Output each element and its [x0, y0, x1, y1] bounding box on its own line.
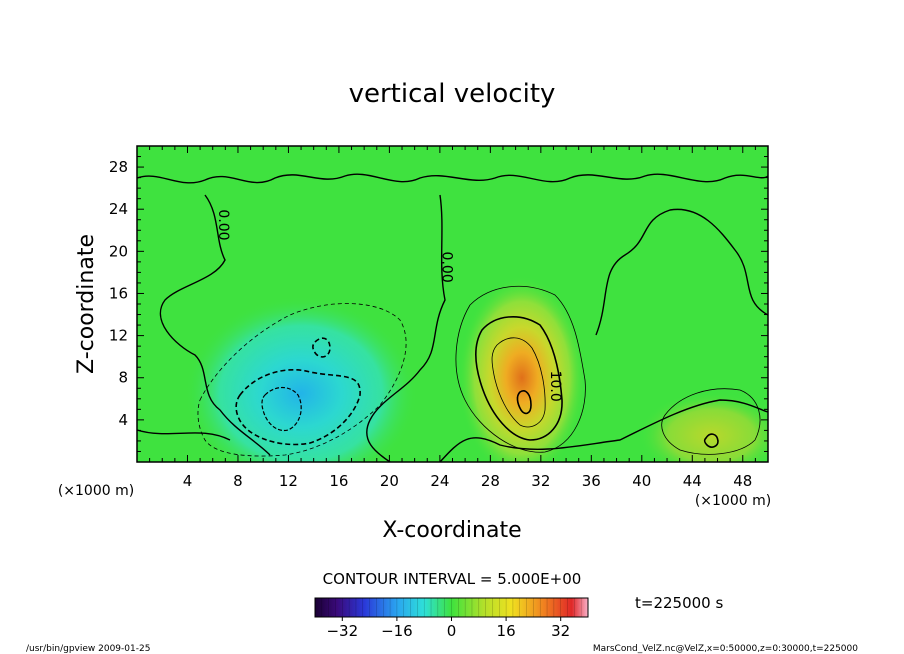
x-unit-right: (×1000 m)	[695, 493, 771, 509]
x-axis-label: X-coordinate	[382, 518, 521, 543]
x-tick-label: 16	[329, 472, 348, 490]
contour-label: 0.00	[438, 252, 454, 283]
x-tick-label: 4	[183, 472, 193, 490]
footer-right: MarsCond_VelZ.nc@VelZ,x=0:50000,z=0:3000…	[593, 644, 858, 654]
x-tick-label: 40	[632, 472, 651, 490]
x-unit-left: (×1000 m)	[58, 483, 134, 499]
y-tick-label: 4	[118, 411, 128, 429]
contour-interval-text: CONTOUR INTERVAL = 5.000E+00	[323, 570, 582, 588]
y-tick-label: 24	[109, 200, 128, 218]
y-tick-label: 16	[109, 284, 128, 302]
colorbar-tick-label: 16	[497, 622, 516, 640]
x-tick-label: 20	[380, 472, 399, 490]
contour-pos-20	[516, 390, 532, 415]
contour-label: 0.00	[215, 209, 231, 240]
contour-zero-top	[137, 173, 768, 184]
x-tick-label: 8	[233, 472, 243, 490]
colorbar-tick-label: 0	[447, 622, 457, 640]
contour-zero-right	[595, 208, 768, 336]
colorbar-tick-label: −16	[381, 622, 413, 640]
y-tick-label: 8	[118, 369, 128, 387]
contour-zero-lower	[137, 399, 768, 462]
field-feature-positive	[638, 392, 768, 462]
contour-neg-10	[235, 368, 361, 446]
chart-title: vertical velocity	[349, 79, 556, 109]
x-tick-label: 44	[683, 472, 702, 490]
contour-neg-5	[197, 303, 407, 457]
colorbar-tick-label: −32	[326, 622, 358, 640]
contour-neg-small	[312, 337, 331, 358]
plot-area: 0.00 0.00 10.0	[137, 146, 768, 462]
y-tick-label: 20	[109, 242, 128, 260]
footer-left: /usr/bin/gpview 2009-01-25	[26, 644, 150, 654]
x-tick-label: 48	[733, 472, 752, 490]
contour-label: 10.0	[547, 371, 563, 402]
contour-pos-right-core	[703, 433, 719, 448]
field-feature-negative	[184, 296, 418, 462]
colorbar-tick-label: 32	[551, 622, 570, 640]
y-tick-label: 28	[109, 158, 128, 176]
x-tick-label: 32	[531, 472, 550, 490]
contour-zero-mid	[366, 194, 446, 462]
x-tick-label: 12	[279, 472, 298, 490]
contour-pos-5	[455, 285, 586, 453]
contour-neg-15	[261, 386, 302, 432]
x-tick-label: 28	[481, 472, 500, 490]
contour-pos-right	[661, 388, 761, 455]
y-tick-label: 12	[109, 327, 128, 345]
x-tick-label: 36	[582, 472, 601, 490]
contour-pos-15	[491, 337, 546, 428]
y-axis-label: Z-coordinate	[74, 234, 99, 374]
x-tick-label: 24	[430, 472, 449, 490]
time-label: t=225000 s	[635, 594, 723, 612]
contour-pos-10	[474, 315, 563, 441]
contour-zero-left	[159, 194, 271, 456]
